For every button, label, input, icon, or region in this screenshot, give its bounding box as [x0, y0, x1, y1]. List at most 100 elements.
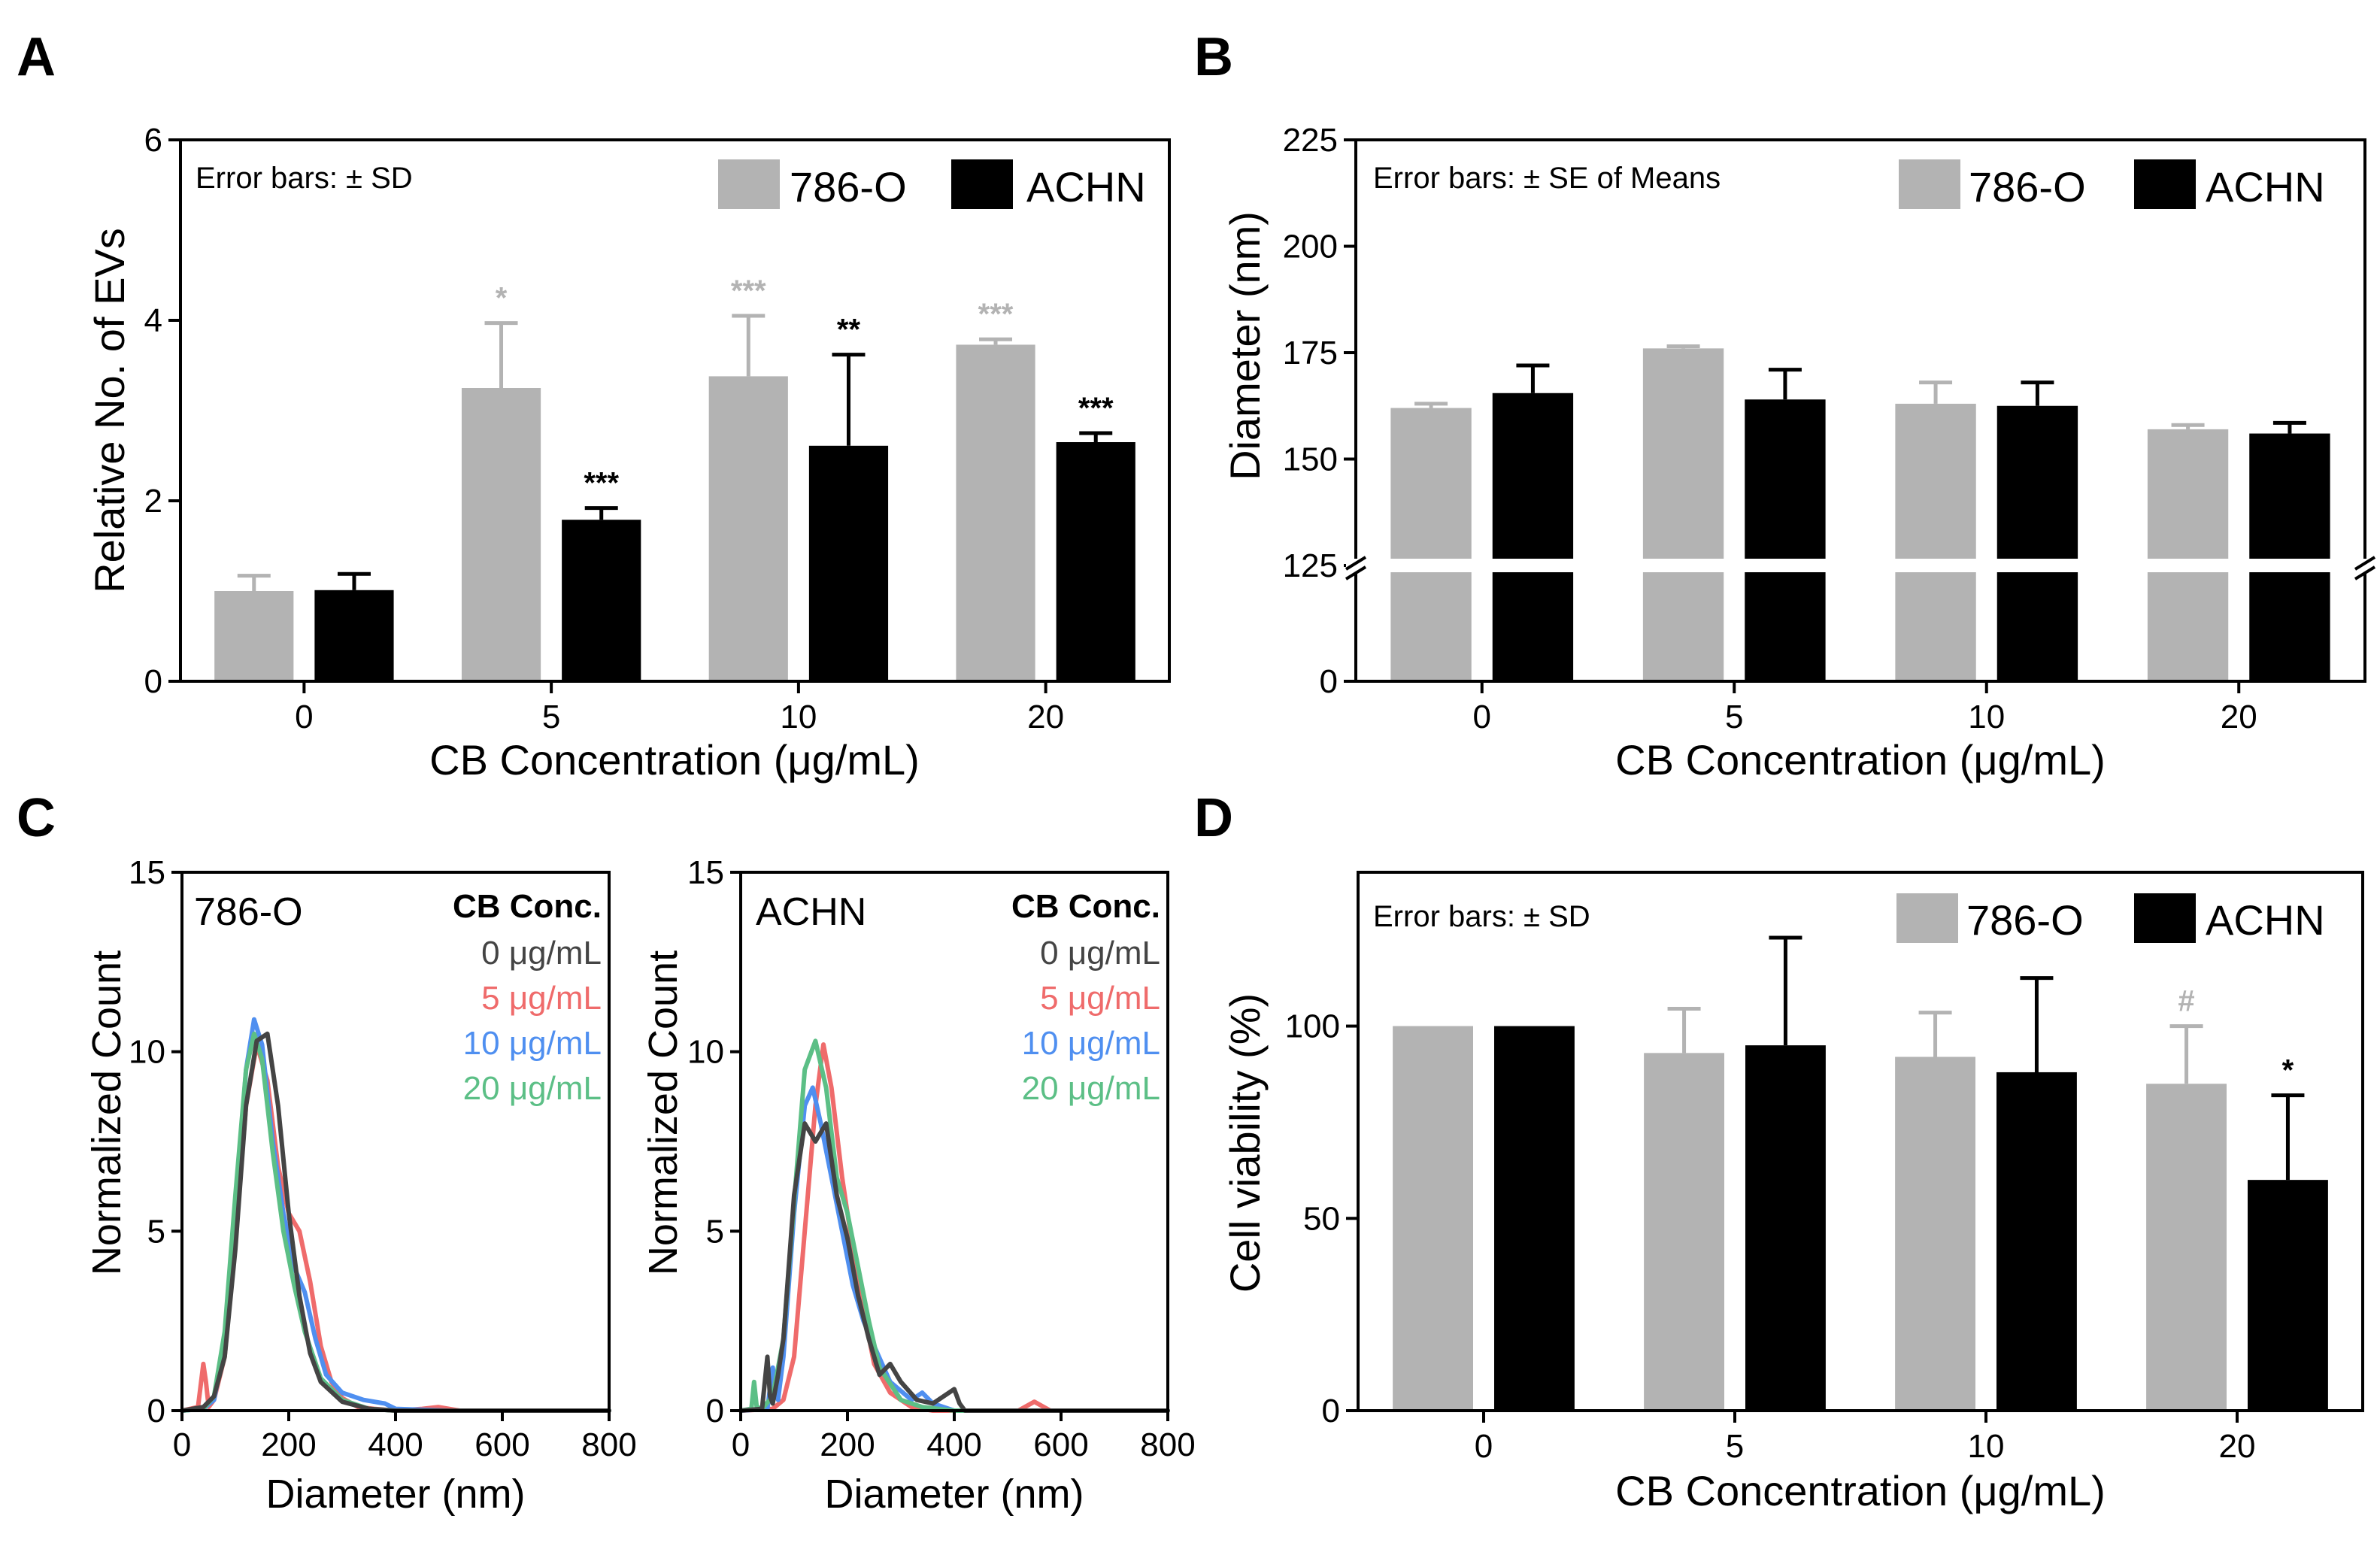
panel-c-786-o-xtick-label: 0 [173, 1426, 191, 1463]
panel-c-786-o-xtick-label: 400 [368, 1426, 423, 1463]
panel-c-786-o-xtick-label: 200 [261, 1426, 316, 1463]
panel-d-legend-label-786-o: 786-O [1966, 896, 2084, 944]
panel-a-bar-achn [1056, 442, 1135, 681]
panel-a-xtick-label: 10 [780, 699, 817, 735]
panel-a-x-axis-title: CB Concentration (μg/mL) [429, 736, 920, 784]
panel-a-significance-786-o: *** [731, 274, 766, 308]
panel-d-y-ticks: 0 50 100 [1285, 1008, 1358, 1429]
panel-c-achn-ytick-label: 0 [706, 1393, 724, 1429]
panel-c-786-o-ytick-label: 15 [129, 854, 165, 891]
panel-b-ytick-label: 125 [1283, 547, 1338, 584]
panel-c-786-o-ytick-label: 5 [147, 1213, 165, 1250]
panel-d-ytick-label: 0 [1322, 1393, 1340, 1429]
panel-b-legend-label-786-o: 786-O [1969, 163, 2086, 211]
panel-d-xtick-label: 10 [1968, 1428, 2005, 1465]
panel-a-bar-786-o [214, 591, 294, 681]
panel-c-achn-xtick-label: 800 [1140, 1426, 1195, 1463]
panel-a-legend-swatch-786-o [718, 159, 780, 209]
panel-d-xtick-label: 5 [1726, 1428, 1744, 1465]
panel-b-y-ticks: 0 125 150 175 200 225 [1283, 122, 1356, 700]
panel-b-break-mark-left [1345, 556, 1367, 581]
panel-a-bar-achn [314, 590, 394, 681]
panel-c-786-o-x-ticks: 0 200 400 600 800 [173, 1411, 637, 1463]
panel-c-786-o-x-axis-title: Diameter (nm) [265, 1472, 525, 1517]
panel-letter-c: C [17, 788, 56, 848]
panel-d-legend-swatch-achn [2134, 893, 2196, 943]
panel-d-bar-786-o [1393, 1026, 1473, 1411]
panel-b-xtick-label: 0 [1473, 699, 1491, 735]
panel-a-bar-achn [562, 520, 641, 681]
panel-c-786-o-xtick-label: 800 [581, 1426, 636, 1463]
panel-b-ytick-label: 200 [1283, 229, 1338, 265]
panel-b-plot-area [1390, 344, 2330, 681]
panel-d-bar-achn [1494, 1026, 1575, 1411]
panel-b-error-note: Error bars: ± SE of Means [1373, 162, 1721, 195]
panel-a-significance-786-o: *** [978, 298, 1014, 331]
panel-letter-a: A [17, 27, 56, 87]
panel-d-plot-area: #* [1393, 935, 2328, 1411]
panel-a-xtick-label: 20 [1027, 699, 1064, 735]
panel-d-legend-swatch-786-o [1896, 893, 1958, 943]
panel-c-achn-xtick-label: 600 [1033, 1426, 1088, 1463]
panel-b-bar-786-o [2147, 429, 2229, 681]
panel-a-frame [179, 138, 1171, 683]
panel-a-y-ticks: 0 2 4 6 [144, 122, 180, 700]
panel-b-legend-swatch-786-o [1899, 159, 1960, 209]
panel-a-bar-786-o [956, 344, 1035, 681]
panel-c-786-o-ytick-label: 10 [129, 1034, 165, 1071]
panel-c-786-o-y-ticks: 0 5 10 15 [129, 854, 182, 1429]
panel-a-ytick-label: 2 [144, 483, 162, 520]
panel-a-y-axis-title: Relative No. of EVs [86, 228, 133, 593]
panel-a-legend-label-achn: ACHN [1026, 163, 1146, 211]
panel-b-ytick-label: 150 [1283, 441, 1338, 478]
panel-d-legend-label-achn: ACHN [2206, 896, 2325, 944]
panel-a-xtick-label: 5 [542, 699, 560, 735]
panel-b-bar-786-o [1390, 408, 1472, 681]
panel-a-error-note: Error bars: ± SD [196, 162, 413, 195]
panel-b-ytick-label: 225 [1283, 122, 1338, 159]
panel-d-x-ticks: 0 5 10 20 [1475, 1411, 2255, 1465]
panel-b-bar-achn [1996, 405, 2078, 681]
panel-c-achn-ytick-label: 15 [687, 854, 724, 891]
panel-c-786-o-label: 786-O [194, 890, 303, 934]
panel-c-achn-xtick-label: 0 [732, 1426, 750, 1463]
panel-a-significance-achn: *** [1078, 392, 1114, 425]
panel-d-bar-786-o [2146, 1084, 2227, 1411]
panel-c-achn-x-ticks: 0 200 400 600 800 [732, 1411, 1196, 1463]
panel-d-ytick-label: 100 [1285, 1008, 1340, 1045]
panel-b-ytick-label: 0 [1320, 663, 1338, 700]
panel-c-achn-legend-title: CB Conc. [1011, 888, 1160, 925]
panel-c-achn-legend-20: 20 μg/mL [1022, 1070, 1160, 1107]
panel-b-xtick-label: 10 [1968, 699, 2005, 735]
panel-b-bar-achn [2249, 433, 2330, 681]
panel-b-xtick-label: 5 [1725, 699, 1743, 735]
panel-letter-b: B [1194, 27, 1233, 87]
panel-b-break-mark-right [2354, 556, 2376, 581]
panel-c-achn-line-0-g-ml [738, 1121, 1170, 1413]
panel-c-achn: 0 5 10 15 0 200 400 600 800 ACHN CB Conc. 0 μg/… [641, 854, 1196, 1517]
panel-a-ytick-label: 0 [144, 663, 162, 700]
panel-c-786-o: 0 5 10 15 0 200 400 600 800 786-O CB Conc. 0 μg… [84, 854, 637, 1517]
panel-a-bar-786-o [461, 388, 541, 681]
panel-d-significance-786-o: # [2178, 985, 2194, 1018]
panel-d-bar-786-o [1895, 1056, 1975, 1411]
panel-b-bar-achn [1745, 399, 1826, 681]
panel-c-achn-legend-5: 5 μg/mL [1040, 980, 1160, 1017]
panel-d-bar-achn [1996, 1072, 2077, 1411]
panel-b-bar-786-o [1895, 403, 1976, 681]
panel-b-y-axis-title: Diameter (nm) [1221, 211, 1269, 480]
panel-a-bar-achn [808, 445, 889, 681]
panel-d-y-axis-title: Cell viability (%) [1221, 993, 1269, 1293]
panel-a-significance-achn: ** [837, 314, 861, 347]
panel-a-significance-achn: *** [584, 467, 619, 500]
panel-b-x-ticks: 0 5 10 20 [1473, 681, 2257, 735]
panel-b-frame [1354, 138, 2366, 683]
panel-a-significance-786-o: * [496, 282, 508, 315]
panel-d-bar-786-o [1644, 1053, 1724, 1411]
panel-d-frame [1357, 871, 2364, 1412]
panel-c-786-o-legend-0: 0 μg/mL [481, 935, 602, 972]
panel-c-achn-ytick-label: 5 [706, 1213, 724, 1250]
